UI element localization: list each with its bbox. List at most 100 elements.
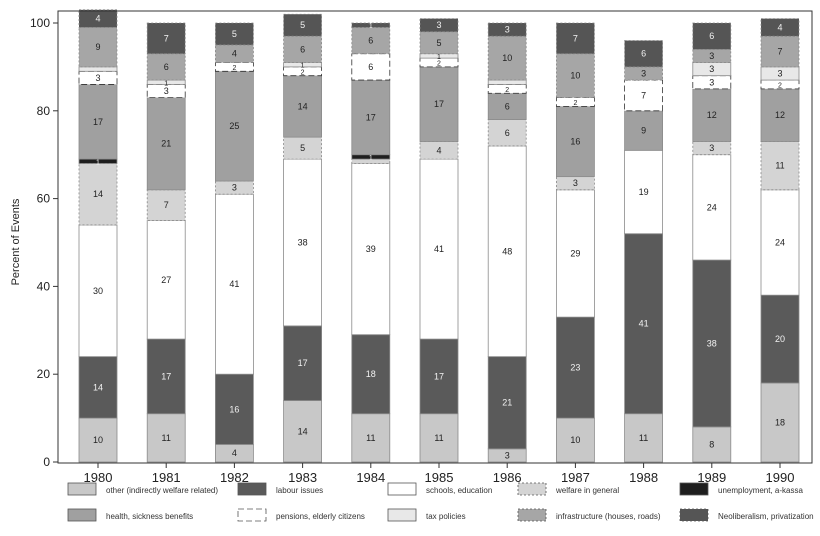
legend-swatch <box>679 482 709 496</box>
data-label: 7 <box>641 90 646 100</box>
data-label: 12 <box>707 110 717 120</box>
x-tick-label: 1984 <box>356 470 385 485</box>
data-label: 7 <box>164 33 169 43</box>
bar-segment <box>146 53 186 81</box>
bar-segment <box>419 31 459 55</box>
data-label: 16 <box>229 404 239 414</box>
data-label: 5 <box>300 143 305 153</box>
legend-swatch <box>387 508 417 522</box>
bar-segment <box>283 158 323 327</box>
data-label: 18 <box>775 417 785 427</box>
data-label: 23 <box>570 363 580 373</box>
data-label: 1 <box>164 80 168 87</box>
bar-segment <box>692 154 732 261</box>
data-label: 14 <box>298 101 308 111</box>
data-label: 4 <box>95 14 100 24</box>
data-label: 2 <box>437 61 441 68</box>
bar-segment <box>487 145 527 358</box>
bar-segment <box>146 22 186 55</box>
data-label: 17 <box>434 99 444 109</box>
bar-segment <box>760 18 800 37</box>
y-axis-label: Percent of Events <box>10 198 22 285</box>
data-label: 17 <box>434 371 444 381</box>
data-label: 24 <box>775 238 785 248</box>
data-label: 7 <box>164 200 169 210</box>
legend-label: welfare in general <box>555 486 619 495</box>
y-tick-label: 60 <box>37 192 51 206</box>
data-label: 10 <box>502 53 512 63</box>
data-label: 21 <box>161 139 171 149</box>
data-label: 6 <box>505 101 510 111</box>
data-label: 3 <box>232 183 237 193</box>
bar-segment <box>556 176 595 191</box>
legend-swatch <box>517 508 547 522</box>
bar-segment <box>351 413 391 463</box>
legend-label: infrastructure (houses, roads) <box>556 512 661 521</box>
bar-segment <box>283 136 323 160</box>
data-label: 10 <box>93 435 103 445</box>
legend: other (indirectly welfare related) labour… <box>67 482 814 522</box>
data-label: 2 <box>573 100 577 107</box>
data-label: 9 <box>95 42 100 52</box>
bar-segment <box>760 294 800 384</box>
data-label: 17 <box>93 117 103 127</box>
bar-segment <box>78 84 118 160</box>
data-label: 11 <box>639 433 648 443</box>
bar-segment <box>624 413 663 463</box>
data-label: 48 <box>502 246 512 256</box>
bar-segment <box>78 356 118 419</box>
data-label: 39 <box>366 244 376 254</box>
bar-segment <box>214 44 254 63</box>
bar-segment <box>692 141 732 156</box>
data-label: 14 <box>93 189 103 199</box>
data-label: 3 <box>505 450 510 460</box>
y-tick-label: 20 <box>37 367 51 381</box>
data-label: 4 <box>436 145 441 155</box>
bar-segment <box>556 106 595 178</box>
bar-segment <box>760 189 800 296</box>
bar-segment <box>146 220 186 340</box>
data-label: 1 <box>96 159 100 166</box>
data-label: 6 <box>300 44 305 54</box>
bar-segment <box>624 233 663 415</box>
x-tick-label: 1989 <box>697 470 726 485</box>
bar-segment <box>624 149 663 235</box>
data-label: 1 <box>369 155 373 162</box>
data-label: 6 <box>641 49 646 59</box>
data-label: 17 <box>366 112 376 122</box>
x-tick-label: 1987 <box>561 470 590 485</box>
bar-segment <box>487 22 527 37</box>
data-label: 3 <box>164 86 169 96</box>
data-label: 18 <box>366 369 376 379</box>
bar-segment <box>692 259 732 428</box>
bar-segment <box>760 88 800 142</box>
legend-label: Neoliberalism, privatization <box>718 512 814 521</box>
bar-segment <box>624 40 663 68</box>
legend-swatch <box>387 482 417 496</box>
legend-swatch <box>517 482 547 496</box>
data-label: 9 <box>641 126 646 136</box>
bar-segment <box>692 48 732 63</box>
data-label: 12 <box>775 110 785 120</box>
bar-segment <box>351 158 391 164</box>
data-label: 3 <box>709 77 714 87</box>
data-label: 6 <box>368 36 373 46</box>
data-label: 29 <box>570 248 580 258</box>
data-label: 5 <box>232 29 237 39</box>
data-label: 10 <box>570 71 580 81</box>
bar-segment <box>760 35 800 68</box>
data-label: 20 <box>775 334 785 344</box>
bar-segment <box>146 413 186 463</box>
bar-segment <box>78 9 118 28</box>
data-label: 3 <box>436 20 441 30</box>
data-label: 17 <box>161 371 171 381</box>
data-label: 2 <box>301 69 305 76</box>
bar-segment <box>760 66 800 81</box>
data-label: 7 <box>573 33 578 43</box>
data-label: 27 <box>161 275 171 285</box>
bar-segment <box>78 26 118 68</box>
data-label: 3 <box>709 51 714 61</box>
bar-segment <box>760 382 800 463</box>
data-label: 6 <box>709 31 714 41</box>
